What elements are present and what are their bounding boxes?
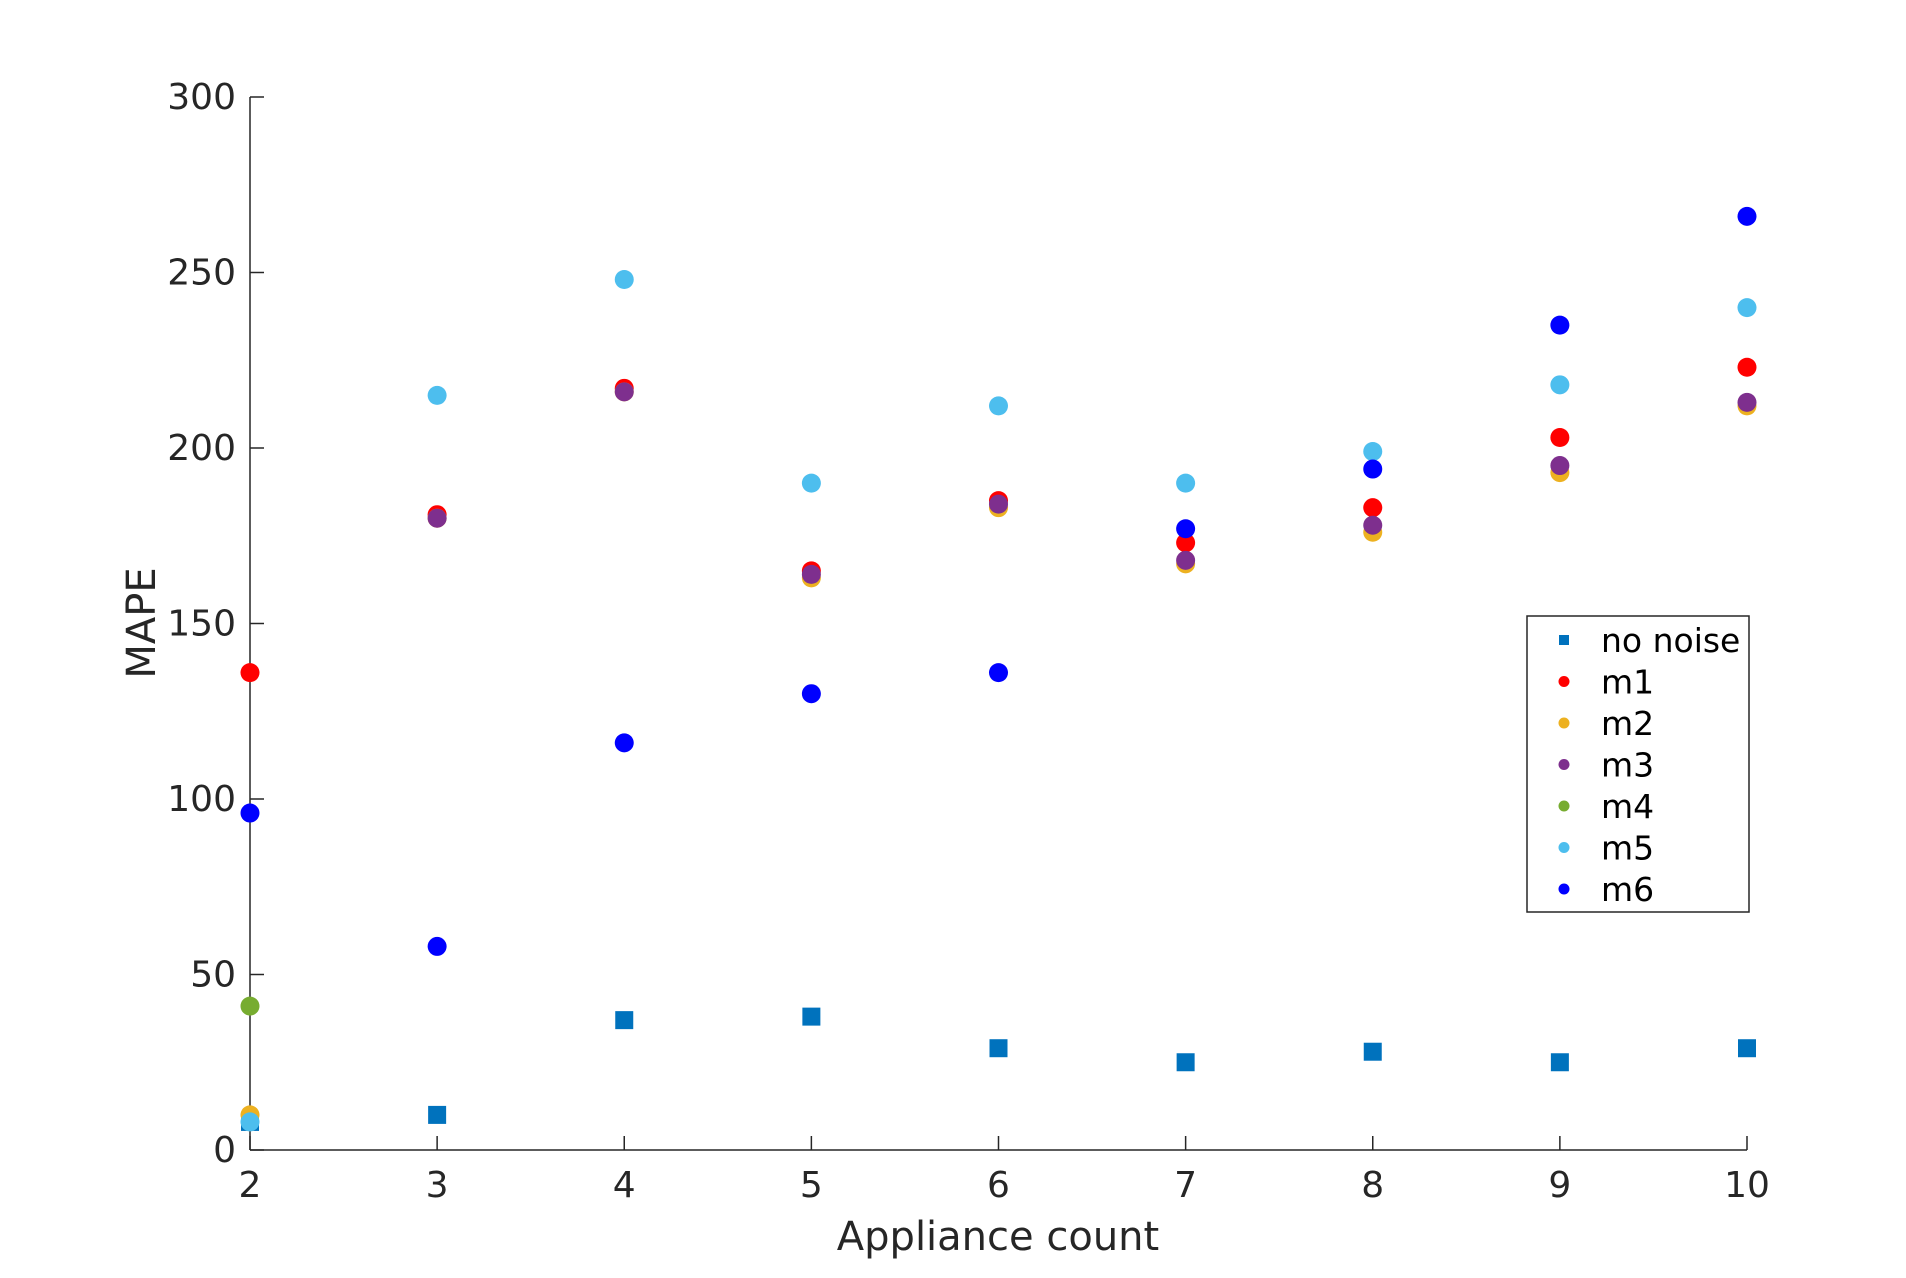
x-tick-label: 7 bbox=[1174, 1165, 1197, 1206]
data-point-circle bbox=[614, 270, 634, 290]
legend-marker-circle bbox=[1558, 759, 1570, 770]
legend-marker-circle bbox=[1558, 883, 1570, 895]
data-point-square bbox=[428, 1105, 447, 1124]
x-tick-label: 2 bbox=[239, 1165, 262, 1206]
data-point-square bbox=[989, 1039, 1008, 1058]
data-point-circle bbox=[1550, 315, 1570, 335]
x-tick-label: 3 bbox=[426, 1165, 449, 1206]
data-point-square bbox=[802, 1007, 821, 1026]
data-point-circle bbox=[989, 396, 1008, 416]
data-point-circle bbox=[240, 1112, 260, 1132]
data-point-circle bbox=[427, 936, 447, 956]
y-axis-title: MAPE bbox=[119, 567, 165, 678]
y-tick-label: 100 bbox=[167, 779, 236, 820]
data-point-circle bbox=[1550, 456, 1570, 476]
data-point-circle bbox=[801, 473, 821, 493]
data-point-circle bbox=[989, 663, 1008, 683]
legend-entry-label: m4 bbox=[1601, 787, 1654, 826]
data-point-circle bbox=[240, 663, 260, 683]
data-points bbox=[240, 206, 1757, 1132]
data-point-circle bbox=[1737, 392, 1757, 412]
legend-entry-label: m3 bbox=[1601, 746, 1654, 785]
data-point-circle bbox=[1176, 473, 1196, 493]
data-point-square bbox=[1363, 1042, 1382, 1061]
series-m6 bbox=[240, 206, 1757, 956]
data-point-circle bbox=[801, 564, 821, 584]
legend-entry-label: m1 bbox=[1601, 663, 1654, 702]
x-tick-label: 5 bbox=[800, 1165, 823, 1206]
data-point-square bbox=[615, 1011, 634, 1030]
y-tick-label: 250 bbox=[167, 253, 236, 294]
legend-marker-circle bbox=[1558, 717, 1570, 729]
data-point-circle bbox=[1550, 375, 1570, 395]
data-point-circle bbox=[1737, 298, 1757, 318]
x-tick-label: 8 bbox=[1361, 1165, 1384, 1206]
ticks: 0 50 100 150 200 250 300 2 3 4 5 6 7 8 9 10 bbox=[167, 77, 1770, 1206]
data-point-circle bbox=[427, 508, 447, 528]
y-tick-label: 150 bbox=[167, 604, 236, 645]
y-tick-label: 300 bbox=[167, 77, 236, 118]
legend-marker-circle bbox=[1558, 800, 1570, 812]
series-m3 bbox=[427, 382, 1757, 584]
x-tick-label: 4 bbox=[613, 1165, 636, 1206]
legend-entry-label: m5 bbox=[1601, 829, 1654, 868]
data-point-circle bbox=[1363, 498, 1383, 518]
x-tick-label: 6 bbox=[987, 1165, 1010, 1206]
axes bbox=[249, 97, 1747, 1151]
data-point-circle bbox=[801, 684, 821, 704]
data-point-circle bbox=[614, 733, 634, 753]
legend-marker-circle bbox=[1558, 676, 1570, 687]
x-tick-label: 9 bbox=[1548, 1165, 1571, 1206]
data-point-circle bbox=[240, 803, 260, 823]
data-point-circle bbox=[1363, 442, 1383, 462]
data-point-circle bbox=[1737, 357, 1757, 377]
legend-entry-label: m6 bbox=[1601, 870, 1654, 909]
y-tick-label: 0 bbox=[213, 1130, 236, 1171]
legend-entry-label: no noise bbox=[1601, 621, 1740, 660]
data-point-circle bbox=[614, 382, 634, 402]
y-tick-label: 50 bbox=[190, 955, 236, 996]
data-point-circle bbox=[1363, 459, 1383, 479]
series-no-noise bbox=[241, 1007, 1756, 1131]
series-m5 bbox=[240, 270, 1757, 1132]
x-tick-label: 10 bbox=[1724, 1165, 1770, 1206]
data-point-circle bbox=[989, 494, 1008, 514]
data-point-circle bbox=[240, 996, 260, 1016]
data-point-circle bbox=[1550, 427, 1570, 447]
data-point-square bbox=[1550, 1053, 1569, 1072]
data-point-circle bbox=[427, 385, 447, 405]
series-m4 bbox=[240, 996, 260, 1016]
data-point-square bbox=[1738, 1039, 1756, 1058]
y-tick-label: 200 bbox=[167, 428, 236, 469]
data-point-circle bbox=[1176, 519, 1196, 539]
legend-entry-label: m2 bbox=[1601, 704, 1654, 743]
legend-marker-circle bbox=[1558, 842, 1570, 853]
data-point-circle bbox=[1176, 550, 1196, 570]
legend-marker-square bbox=[1559, 635, 1569, 645]
data-point-square bbox=[1176, 1053, 1195, 1072]
data-point-circle bbox=[1363, 515, 1383, 535]
data-point-circle bbox=[1737, 206, 1757, 226]
x-axis-title: Appliance count bbox=[837, 1214, 1159, 1260]
data-point-circle bbox=[1176, 533, 1196, 553]
